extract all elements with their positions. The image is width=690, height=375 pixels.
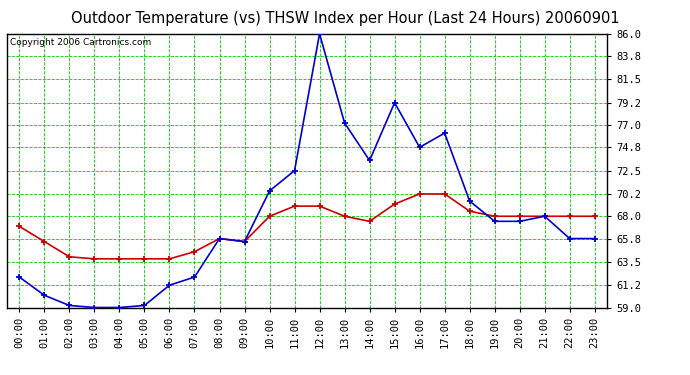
Text: Copyright 2006 Cartronics.com: Copyright 2006 Cartronics.com xyxy=(10,38,151,47)
Text: Outdoor Temperature (vs) THSW Index per Hour (Last 24 Hours) 20060901: Outdoor Temperature (vs) THSW Index per … xyxy=(70,11,620,26)
